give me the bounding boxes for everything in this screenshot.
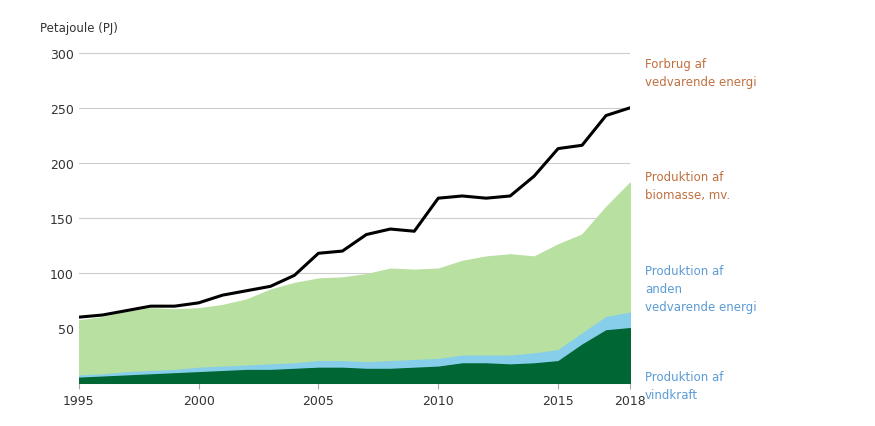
Text: Produktion af
vindkraft: Produktion af vindkraft xyxy=(645,371,724,402)
Text: Produktion af
biomasse, mv.: Produktion af biomasse, mv. xyxy=(645,170,730,201)
Text: Petajoule (PJ): Petajoule (PJ) xyxy=(40,22,118,35)
Text: Forbrug af
vedvarende energi: Forbrug af vedvarende energi xyxy=(645,58,757,89)
Text: Produktion af
anden
vedvarende energi: Produktion af anden vedvarende energi xyxy=(645,264,757,313)
